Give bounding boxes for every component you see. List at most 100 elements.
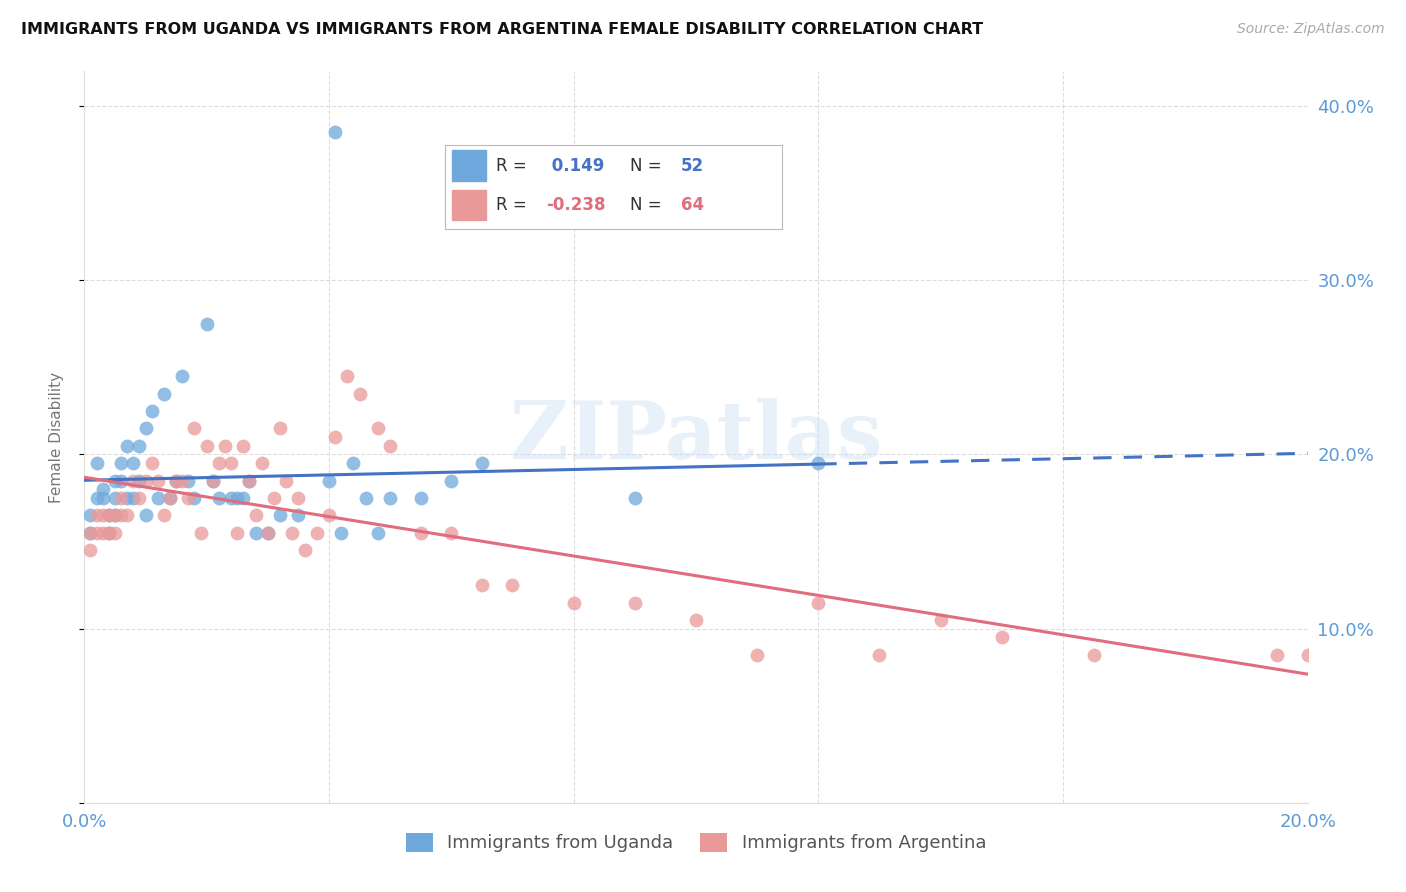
Point — [747, 648, 769, 662]
Point — [440, 525, 463, 540]
Point — [141, 404, 163, 418]
Point — [471, 578, 494, 592]
Point — [238, 474, 260, 488]
Point — [104, 508, 127, 523]
Point — [201, 474, 224, 488]
Point — [128, 474, 150, 488]
Point — [245, 525, 267, 540]
Point — [159, 491, 181, 505]
Point — [79, 543, 101, 558]
Point — [110, 456, 132, 470]
Point — [367, 421, 389, 435]
Point — [79, 525, 101, 540]
Point — [232, 491, 254, 505]
Point — [685, 613, 707, 627]
Point — [294, 543, 316, 558]
Point — [141, 456, 163, 470]
Point — [122, 491, 145, 505]
Point — [104, 508, 127, 523]
Point — [1296, 648, 1319, 662]
Point — [281, 525, 304, 540]
Text: Source: ZipAtlas.com: Source: ZipAtlas.com — [1237, 22, 1385, 37]
Point — [409, 491, 432, 505]
Point — [135, 474, 157, 488]
Point — [146, 474, 169, 488]
Point — [318, 474, 340, 488]
Point — [146, 491, 169, 505]
Point — [318, 508, 340, 523]
Text: IMMIGRANTS FROM UGANDA VS IMMIGRANTS FROM ARGENTINA FEMALE DISABILITY CORRELATIO: IMMIGRANTS FROM UGANDA VS IMMIGRANTS FRO… — [21, 22, 983, 37]
Point — [214, 439, 236, 453]
Point — [409, 525, 432, 540]
Point — [122, 456, 145, 470]
Point — [91, 483, 114, 497]
Point — [91, 525, 114, 540]
Point — [135, 508, 157, 523]
Point — [172, 474, 194, 488]
Point — [79, 525, 101, 540]
Point — [869, 648, 891, 662]
Point — [104, 474, 127, 488]
Point — [115, 491, 138, 505]
Point — [128, 439, 150, 453]
Point — [128, 491, 150, 505]
Point — [238, 474, 260, 488]
Point — [471, 456, 494, 470]
Point — [86, 491, 108, 505]
Point — [226, 525, 249, 540]
Point — [226, 491, 249, 505]
Point — [115, 439, 138, 453]
Point — [86, 456, 108, 470]
Point — [153, 508, 176, 523]
Point — [1265, 648, 1288, 662]
Point — [367, 525, 389, 540]
Point — [86, 525, 108, 540]
Point — [250, 456, 273, 470]
Point — [257, 525, 280, 540]
Point — [86, 508, 108, 523]
Point — [245, 508, 267, 523]
Point — [190, 525, 212, 540]
Point — [79, 508, 101, 523]
Point — [991, 631, 1014, 645]
Point — [287, 508, 309, 523]
Point — [219, 491, 242, 505]
Point — [172, 369, 194, 384]
Point — [323, 430, 346, 444]
Point — [195, 439, 218, 453]
Point — [153, 386, 176, 401]
Point — [624, 491, 647, 505]
Point — [232, 439, 254, 453]
Point — [380, 439, 402, 453]
Point — [287, 491, 309, 505]
Point — [269, 421, 291, 435]
Point — [122, 474, 145, 488]
Point — [201, 474, 224, 488]
Point — [562, 595, 585, 609]
Y-axis label: Female Disability: Female Disability — [49, 371, 63, 503]
Point — [97, 525, 120, 540]
Point — [269, 508, 291, 523]
Point — [177, 474, 200, 488]
Point — [208, 456, 231, 470]
Legend: Immigrants from Uganda, Immigrants from Argentina: Immigrants from Uganda, Immigrants from … — [398, 826, 994, 860]
Point — [97, 508, 120, 523]
Point — [276, 474, 298, 488]
Point — [177, 491, 200, 505]
Point — [183, 491, 205, 505]
Point — [440, 474, 463, 488]
Point — [624, 595, 647, 609]
Point — [91, 508, 114, 523]
Point — [165, 474, 187, 488]
Point — [342, 456, 364, 470]
Point — [97, 525, 120, 540]
Point — [97, 508, 120, 523]
Point — [135, 421, 157, 435]
Point — [257, 525, 280, 540]
Point — [1083, 648, 1105, 662]
Point — [807, 456, 830, 470]
Point — [110, 508, 132, 523]
Point — [502, 578, 524, 592]
Point — [104, 525, 127, 540]
Point — [807, 595, 830, 609]
